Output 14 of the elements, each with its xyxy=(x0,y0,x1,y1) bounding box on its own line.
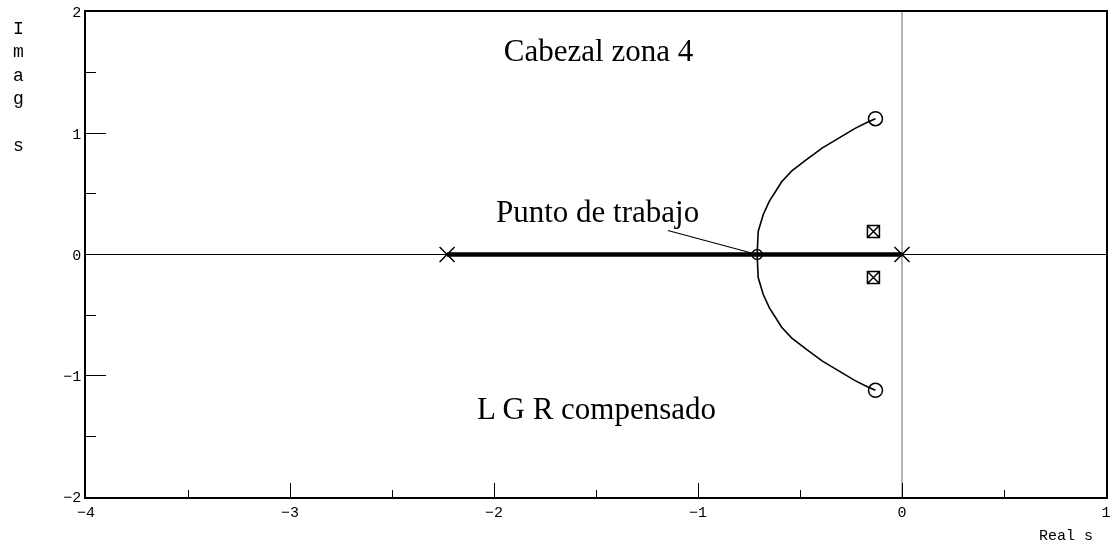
x-tick-label: −2 xyxy=(484,504,504,522)
x-axis-title: Real s xyxy=(1039,528,1094,545)
text: Cabezal zona 4 xyxy=(503,32,694,68)
x-tick-label: −3 xyxy=(280,504,300,522)
y-tick-label: 2 xyxy=(72,5,82,23)
y-tick-label: 1 xyxy=(72,126,82,144)
x-tick-label: 1 xyxy=(1101,504,1111,522)
x-tick-label: 0 xyxy=(897,504,907,522)
x-tick-label: −1 xyxy=(688,504,708,522)
annotation: L G R compensado xyxy=(477,391,717,426)
annotation: Punto de trabajo xyxy=(496,194,700,229)
text: Imag s xyxy=(13,19,24,156)
y-tick-label: −1 xyxy=(63,369,82,386)
y-tick-label: 0 xyxy=(72,247,82,265)
